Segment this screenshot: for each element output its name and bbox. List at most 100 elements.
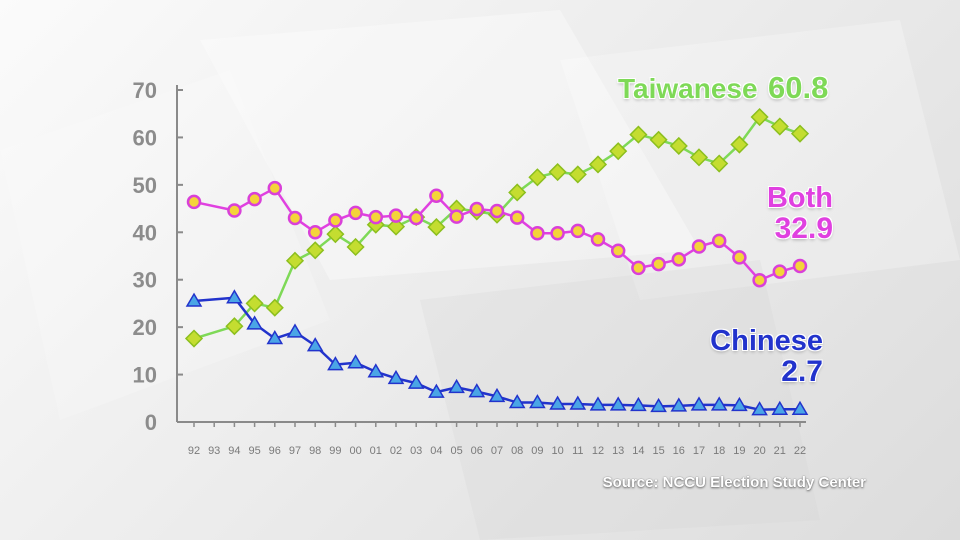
- data-point-both: [368, 209, 384, 225]
- source-caption: Source: NCCU Election Study Center: [602, 474, 866, 491]
- y-tick-label: 60: [133, 125, 157, 150]
- data-point-chinese: [690, 396, 708, 411]
- x-tick-label: 96: [269, 445, 281, 457]
- data-point-both: [408, 210, 424, 226]
- series-name-taiwanese: Taiwanese: [618, 73, 758, 104]
- data-point-chinese: [286, 323, 304, 338]
- data-point-chinese: [650, 397, 667, 413]
- data-point-chinese: [226, 289, 243, 304]
- data-point-chinese: [609, 396, 627, 411]
- data-point-both: [772, 264, 788, 279]
- y-tick-label: 10: [133, 363, 157, 388]
- data-point-both: [348, 205, 363, 221]
- data-point-chinese: [306, 337, 324, 352]
- data-point-taiwanese: [346, 237, 365, 257]
- x-tick-label: 12: [592, 445, 604, 457]
- data-point-chinese: [569, 395, 587, 410]
- x-tick-label: 21: [774, 445, 786, 457]
- series-label-both: Both 32.9: [767, 183, 833, 245]
- x-tick-label: 05: [450, 445, 462, 457]
- x-tick-label: 95: [248, 445, 260, 457]
- data-point-both: [267, 180, 283, 196]
- y-tick-label: 30: [133, 268, 157, 293]
- x-tick-label: 10: [551, 445, 563, 457]
- x-tick-label: 14: [632, 445, 644, 457]
- data-point-taiwanese: [265, 298, 284, 317]
- data-point-chinese: [387, 369, 405, 385]
- data-point-taiwanese: [710, 154, 729, 173]
- data-point-both: [247, 191, 262, 207]
- data-point-chinese: [731, 396, 748, 412]
- data-point-taiwanese: [306, 241, 325, 260]
- data-point-both: [590, 232, 606, 247]
- data-point-taiwanese: [528, 168, 547, 187]
- data-point-taiwanese: [588, 155, 608, 174]
- series-chinese: [185, 289, 809, 416]
- series-end-value-both: 32.9: [774, 212, 833, 246]
- x-tick-label: 98: [309, 445, 321, 457]
- x-tick-label: 22: [794, 445, 806, 457]
- data-point-both: [732, 250, 747, 265]
- x-tick-label: 92: [188, 445, 200, 457]
- data-point-taiwanese: [508, 183, 527, 202]
- series-label-chinese: Chinese 2.7: [710, 326, 823, 388]
- x-tick-label: 07: [491, 445, 503, 457]
- x-tick-label: 08: [511, 445, 523, 457]
- x-tick-label: 18: [713, 445, 725, 457]
- data-point-chinese: [448, 378, 465, 394]
- data-point-chinese: [488, 387, 506, 403]
- data-point-chinese: [710, 396, 728, 411]
- data-point-taiwanese: [548, 162, 567, 182]
- data-point-chinese: [670, 397, 688, 412]
- y-tick-label: 70: [133, 78, 157, 103]
- data-point-chinese: [549, 395, 566, 410]
- y-tick-label: 40: [133, 220, 157, 245]
- data-point-both: [570, 223, 586, 239]
- data-point-both: [752, 272, 767, 288]
- data-point-both: [792, 258, 808, 274]
- data-point-chinese: [347, 354, 364, 369]
- x-tick-label: 09: [531, 445, 543, 457]
- y-tick-label: 0: [145, 410, 157, 435]
- data-point-both: [509, 210, 525, 225]
- data-point-taiwanese: [427, 218, 446, 237]
- x-tick-label: 16: [673, 445, 685, 457]
- x-tick-label: 03: [410, 445, 422, 457]
- x-tick-label: 01: [370, 445, 382, 457]
- data-point-both: [671, 252, 687, 267]
- data-point-taiwanese: [629, 125, 648, 144]
- x-tick-label: 20: [753, 445, 765, 457]
- data-point-chinese: [185, 292, 203, 307]
- x-tick-label: 19: [733, 445, 745, 457]
- data-point-both: [691, 239, 707, 254]
- data-point-both: [651, 256, 666, 272]
- data-point-chinese: [246, 315, 263, 330]
- data-point-both: [388, 208, 404, 223]
- data-point-chinese: [771, 400, 789, 415]
- data-point-chinese: [367, 363, 385, 378]
- data-point-taiwanese: [790, 124, 810, 143]
- y-tick-label: 20: [133, 315, 157, 340]
- data-point-both: [328, 213, 343, 228]
- series-name-both: Both: [766, 182, 833, 214]
- data-point-taiwanese: [386, 217, 406, 236]
- data-point-chinese: [529, 394, 546, 409]
- data-point-taiwanese: [568, 165, 587, 184]
- y-axis: 0 10 20 30 40 50 60 70: [133, 78, 183, 435]
- data-point-chinese: [428, 383, 445, 398]
- series-both: [186, 180, 808, 288]
- x-tick-label: 04: [430, 445, 442, 457]
- x-tick-label: 99: [329, 445, 341, 457]
- series-line-both: [193, 186, 801, 282]
- data-point-taiwanese: [649, 130, 668, 149]
- data-point-chinese: [751, 401, 768, 416]
- data-point-taiwanese: [609, 142, 628, 161]
- series-area: [184, 107, 810, 416]
- data-point-both: [530, 225, 545, 241]
- x-tick-label: 97: [289, 445, 301, 457]
- data-point-both: [711, 233, 727, 249]
- data-point-both: [227, 203, 242, 218]
- data-point-both: [550, 225, 565, 241]
- series-taiwanese: [184, 107, 810, 348]
